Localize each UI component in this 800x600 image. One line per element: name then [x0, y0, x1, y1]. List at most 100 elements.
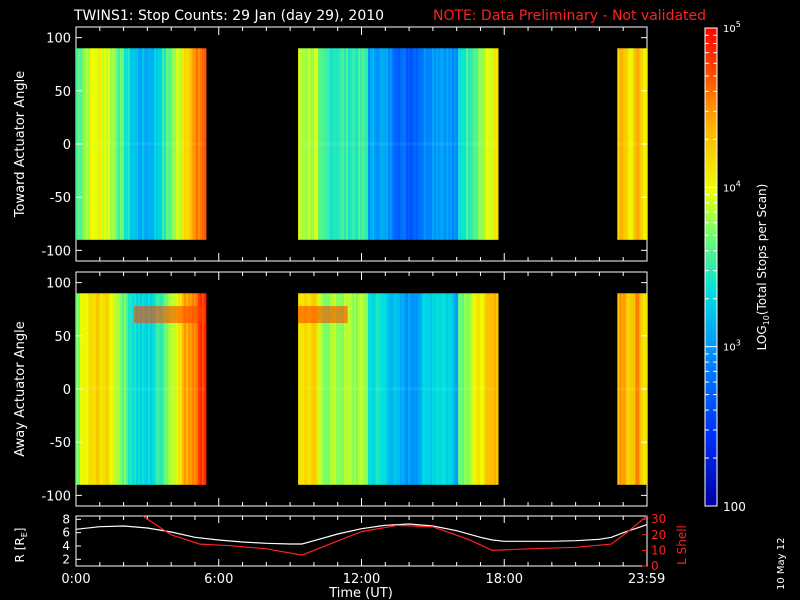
- toward-heatmap: [76, 48, 648, 240]
- heatmap-column: [428, 48, 431, 240]
- heatmap-column: [627, 48, 630, 240]
- heatmap-column: [106, 293, 109, 485]
- heatmap-column: [120, 293, 123, 485]
- heatmap-column: [352, 293, 355, 485]
- heatmap-column: [404, 293, 407, 485]
- heatmap-column: [126, 48, 129, 240]
- heatmap-column: [484, 293, 487, 485]
- heatmap-column: [412, 293, 415, 485]
- heatmap-column: [90, 48, 93, 240]
- heatmap-column: [148, 293, 151, 485]
- heatmap-column: [370, 293, 373, 485]
- xtick-label: 6:00: [204, 572, 233, 587]
- y2tick-label: 10: [651, 543, 666, 557]
- heatmap-column: [158, 293, 161, 485]
- heatmap-column: [356, 293, 359, 485]
- heatmap-column: [380, 293, 383, 485]
- heatmap-column: [186, 293, 189, 485]
- away-ylabel: Away Actuator Angle: [13, 321, 28, 456]
- heatmap-column: [480, 293, 483, 485]
- heatmap-column: [368, 293, 371, 485]
- heatmap-column: [414, 293, 417, 485]
- heatmap-column: [122, 293, 125, 485]
- heatmap-column: [488, 48, 491, 240]
- heatmap-column: [110, 48, 113, 240]
- heatmap-column: [106, 48, 109, 240]
- heatmap-column: [148, 48, 151, 240]
- heatmap-column: [168, 293, 171, 485]
- heatmap-column: [490, 48, 493, 240]
- preliminary-note: NOTE: Data Preliminary - Not validated: [433, 8, 706, 24]
- ytick-label: 8: [62, 512, 70, 526]
- heatmap-column: [420, 293, 423, 485]
- heatmap-column: [312, 48, 315, 240]
- heatmap-column: [318, 293, 321, 485]
- heatmap-column: [398, 48, 401, 240]
- heatmap-column: [328, 48, 331, 240]
- heatmap-column: [146, 293, 149, 485]
- heatmap-column: [170, 48, 173, 240]
- heatmap-column: [200, 293, 203, 485]
- date-stamp: 10 May 12: [776, 538, 787, 590]
- heatmap-column: [406, 293, 409, 485]
- heatmap-column: [306, 293, 309, 485]
- heatmap-column: [334, 48, 337, 240]
- heatmap-column: [360, 293, 363, 485]
- heatmap-column: [192, 48, 195, 240]
- heatmap-column: [334, 293, 337, 485]
- heatmap-column: [156, 48, 159, 240]
- heatmap-column: [450, 48, 453, 240]
- heatmap-column: [370, 48, 373, 240]
- heatmap-column: [394, 293, 397, 485]
- heatmap-column: [154, 48, 157, 240]
- heatmap-column: [336, 293, 339, 485]
- heatmap-column: [178, 48, 181, 240]
- heatmap-column: [637, 48, 640, 240]
- heatmap-column: [122, 48, 125, 240]
- heatmap-column: [438, 293, 441, 485]
- heatmap-column: [162, 293, 165, 485]
- heatmap-column: [476, 293, 479, 485]
- heatmap-column: [338, 48, 341, 240]
- heatmap-column: [462, 48, 465, 240]
- heatmap-column: [474, 48, 477, 240]
- heatmap-column: [418, 48, 421, 240]
- heatmap-column: [146, 48, 149, 240]
- heatmap-column: [298, 293, 301, 485]
- heatmap-column: [386, 293, 389, 485]
- heatmap-column: [360, 48, 363, 240]
- heatmap-column: [464, 293, 467, 485]
- heatmap-column: [452, 293, 455, 485]
- heatmap-column: [458, 293, 461, 485]
- heatmap-column: [372, 48, 375, 240]
- ytick-label: -50: [50, 436, 71, 451]
- heatmap-column: [390, 48, 393, 240]
- heatmap-column: [466, 48, 469, 240]
- heatmap-column: [410, 293, 413, 485]
- heatmap-column: [134, 293, 137, 485]
- heatmap-column: [456, 48, 459, 240]
- heatmap-column: [204, 293, 207, 485]
- heatmap-column: [402, 48, 405, 240]
- heatmap-column: [304, 48, 307, 240]
- heatmap-block: [76, 293, 207, 485]
- heatmap-column: [440, 48, 443, 240]
- heatmap-column: [482, 293, 485, 485]
- heatmap-column: [92, 48, 95, 240]
- heatmap-column: [402, 293, 405, 485]
- heatmap-column: [364, 293, 367, 485]
- heatmap-column: [458, 48, 461, 240]
- heatmap-column: [486, 293, 489, 485]
- ytick-label: 100: [46, 32, 71, 47]
- heatmap-column: [124, 293, 127, 485]
- heatmap-column: [438, 48, 441, 240]
- heatmap-column: [444, 293, 447, 485]
- heatmap-column: [637, 293, 640, 485]
- heatmap-column: [398, 293, 401, 485]
- heatmap-column: [322, 293, 325, 485]
- heatmap-column: [150, 48, 153, 240]
- ytick-label: 50: [54, 85, 71, 100]
- heatmap-column: [492, 48, 495, 240]
- heatmap-column: [374, 48, 377, 240]
